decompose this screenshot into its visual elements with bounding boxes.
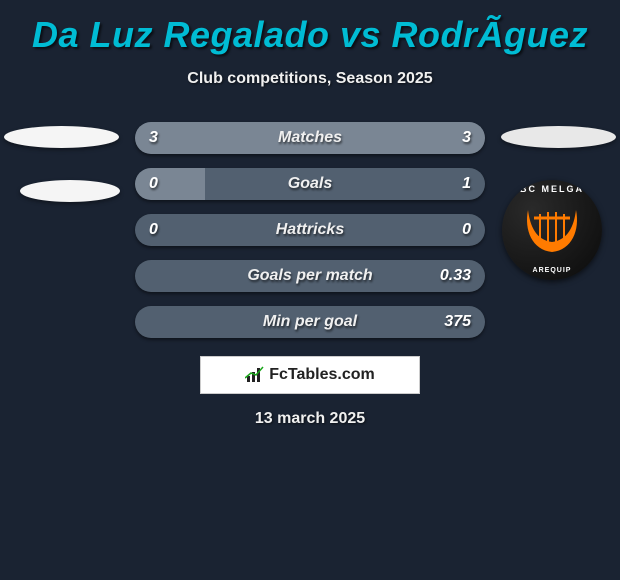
stat-value-right: 0 [462,214,471,246]
stat-value-right: 3 [462,122,471,154]
stat-value-right: 375 [444,306,471,338]
stat-row-hattricks: 0 Hattricks 0 [135,214,485,246]
source-brand-text: FcTables.com [269,366,375,384]
badge-top-text: BC MELGA [502,184,602,194]
stats-container: 3 Matches 3 0 Goals 1 0 Hattricks 0 Goal… [135,122,485,352]
stat-label: Min per goal [135,306,485,338]
player2-club-badge: BC MELGA AREQUIP [502,180,602,280]
page-title: Da Luz Regalado vs RodrÃ­guez [0,0,620,56]
player2-photo-placeholder [501,126,616,148]
page-subtitle: Club competitions, Season 2025 [0,70,620,88]
stat-value-right: 0.33 [440,260,471,292]
stat-row-goals-per-match: Goals per match 0.33 [135,260,485,292]
source-attribution[interactable]: FcTables.com [200,356,420,394]
lyre-icon [518,200,586,260]
bar-chart-icon [245,366,265,384]
stat-label: Goals per match [135,260,485,292]
stat-row-matches: 3 Matches 3 [135,122,485,154]
stat-label: Hattricks [135,214,485,246]
player1-club-placeholder [20,180,120,202]
badge-bottom-text: AREQUIP [502,267,602,274]
player1-photo-placeholder [4,126,119,148]
stat-row-goals: 0 Goals 1 [135,168,485,200]
stat-value-right: 1 [462,168,471,200]
stat-row-min-per-goal: Min per goal 375 [135,306,485,338]
comparison-card: Da Luz Regalado vs RodrÃ­guez Club compe… [0,0,620,580]
date-label: 13 march 2025 [0,410,620,428]
stat-label: Goals [135,168,485,200]
stat-label: Matches [135,122,485,154]
